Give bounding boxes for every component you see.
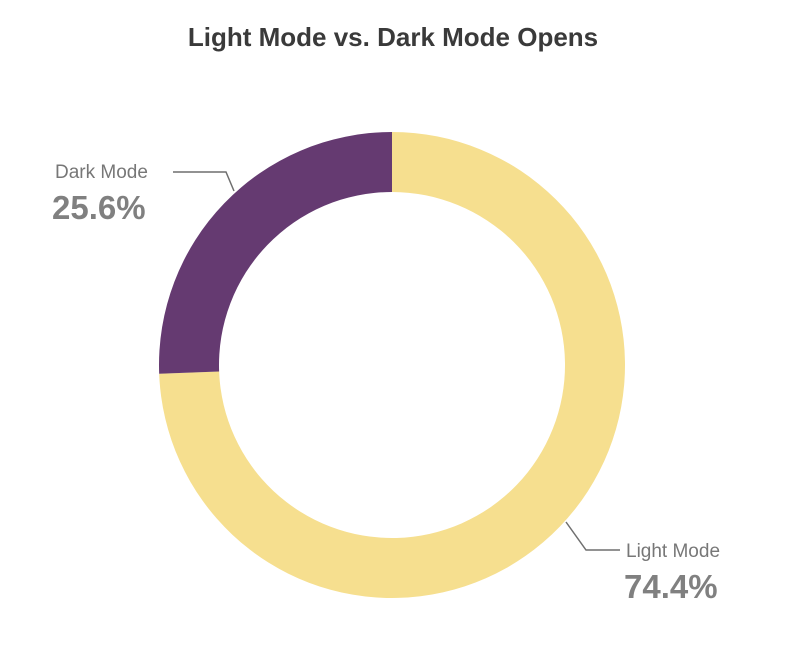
label-light-mode: Light Mode <box>626 541 720 562</box>
callout-light-mode: Light Mode 74.4% <box>565 521 720 605</box>
chart-title: Light Mode vs. Dark Mode Opens <box>187 22 599 52</box>
callout-dark-mode: Dark Mode 25.6% <box>52 162 235 226</box>
leader-line-dark-mode <box>173 171 235 192</box>
value-light-mode: 74.4% <box>624 568 718 605</box>
value-dark-mode: 25.6% <box>52 189 146 226</box>
label-dark-mode: Dark Mode <box>55 162 148 183</box>
slice-dark-mode <box>159 132 392 374</box>
slices-group <box>159 132 625 599</box>
leader-line-light-mode <box>565 521 620 551</box>
